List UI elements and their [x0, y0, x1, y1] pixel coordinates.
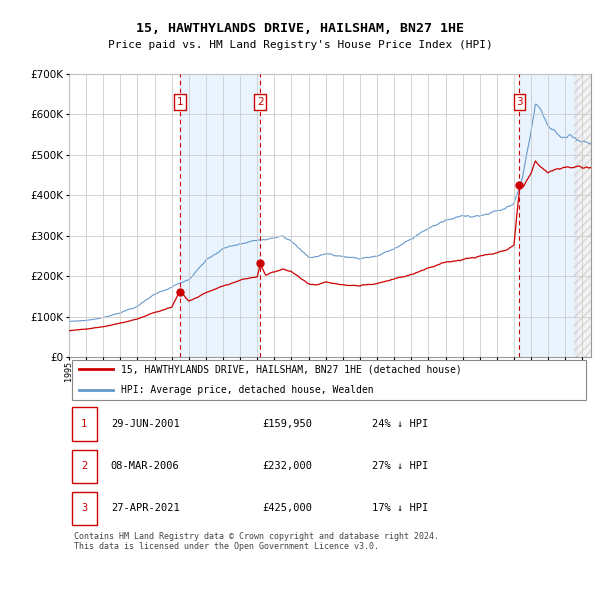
Text: 29-JUN-2001: 29-JUN-2001: [111, 419, 179, 429]
Text: 17% ↓ HPI: 17% ↓ HPI: [372, 503, 428, 513]
Text: 08-MAR-2006: 08-MAR-2006: [111, 461, 179, 471]
Text: HPI: Average price, detached house, Wealden: HPI: Average price, detached house, Weal…: [121, 385, 374, 395]
Text: 3: 3: [81, 503, 87, 513]
Text: £232,000: £232,000: [262, 461, 312, 471]
Text: 27-APR-2021: 27-APR-2021: [111, 503, 179, 513]
Text: 2: 2: [81, 461, 87, 471]
Text: 1: 1: [81, 419, 87, 429]
Text: 2: 2: [257, 97, 263, 107]
Text: 27% ↓ HPI: 27% ↓ HPI: [372, 461, 428, 471]
FancyBboxPatch shape: [71, 408, 97, 441]
Text: £425,000: £425,000: [262, 503, 312, 513]
Bar: [574, 74, 591, 357]
Text: 24% ↓ HPI: 24% ↓ HPI: [372, 419, 428, 429]
Text: 15, HAWTHYLANDS DRIVE, HAILSHAM, BN27 1HE: 15, HAWTHYLANDS DRIVE, HAILSHAM, BN27 1H…: [136, 22, 464, 35]
Bar: [180, 74, 260, 357]
Text: 1: 1: [177, 97, 184, 107]
Text: £159,950: £159,950: [262, 419, 312, 429]
Text: 15, HAWTHYLANDS DRIVE, HAILSHAM, BN27 1HE (detached house): 15, HAWTHYLANDS DRIVE, HAILSHAM, BN27 1H…: [121, 364, 462, 374]
FancyBboxPatch shape: [71, 450, 97, 483]
Text: Contains HM Land Registry data © Crown copyright and database right 2024.
This d: Contains HM Land Registry data © Crown c…: [74, 532, 439, 551]
FancyBboxPatch shape: [71, 360, 586, 400]
Text: 3: 3: [516, 97, 523, 107]
FancyBboxPatch shape: [71, 491, 97, 525]
Bar: [520, 74, 577, 357]
Text: Price paid vs. HM Land Registry's House Price Index (HPI): Price paid vs. HM Land Registry's House …: [107, 40, 493, 50]
